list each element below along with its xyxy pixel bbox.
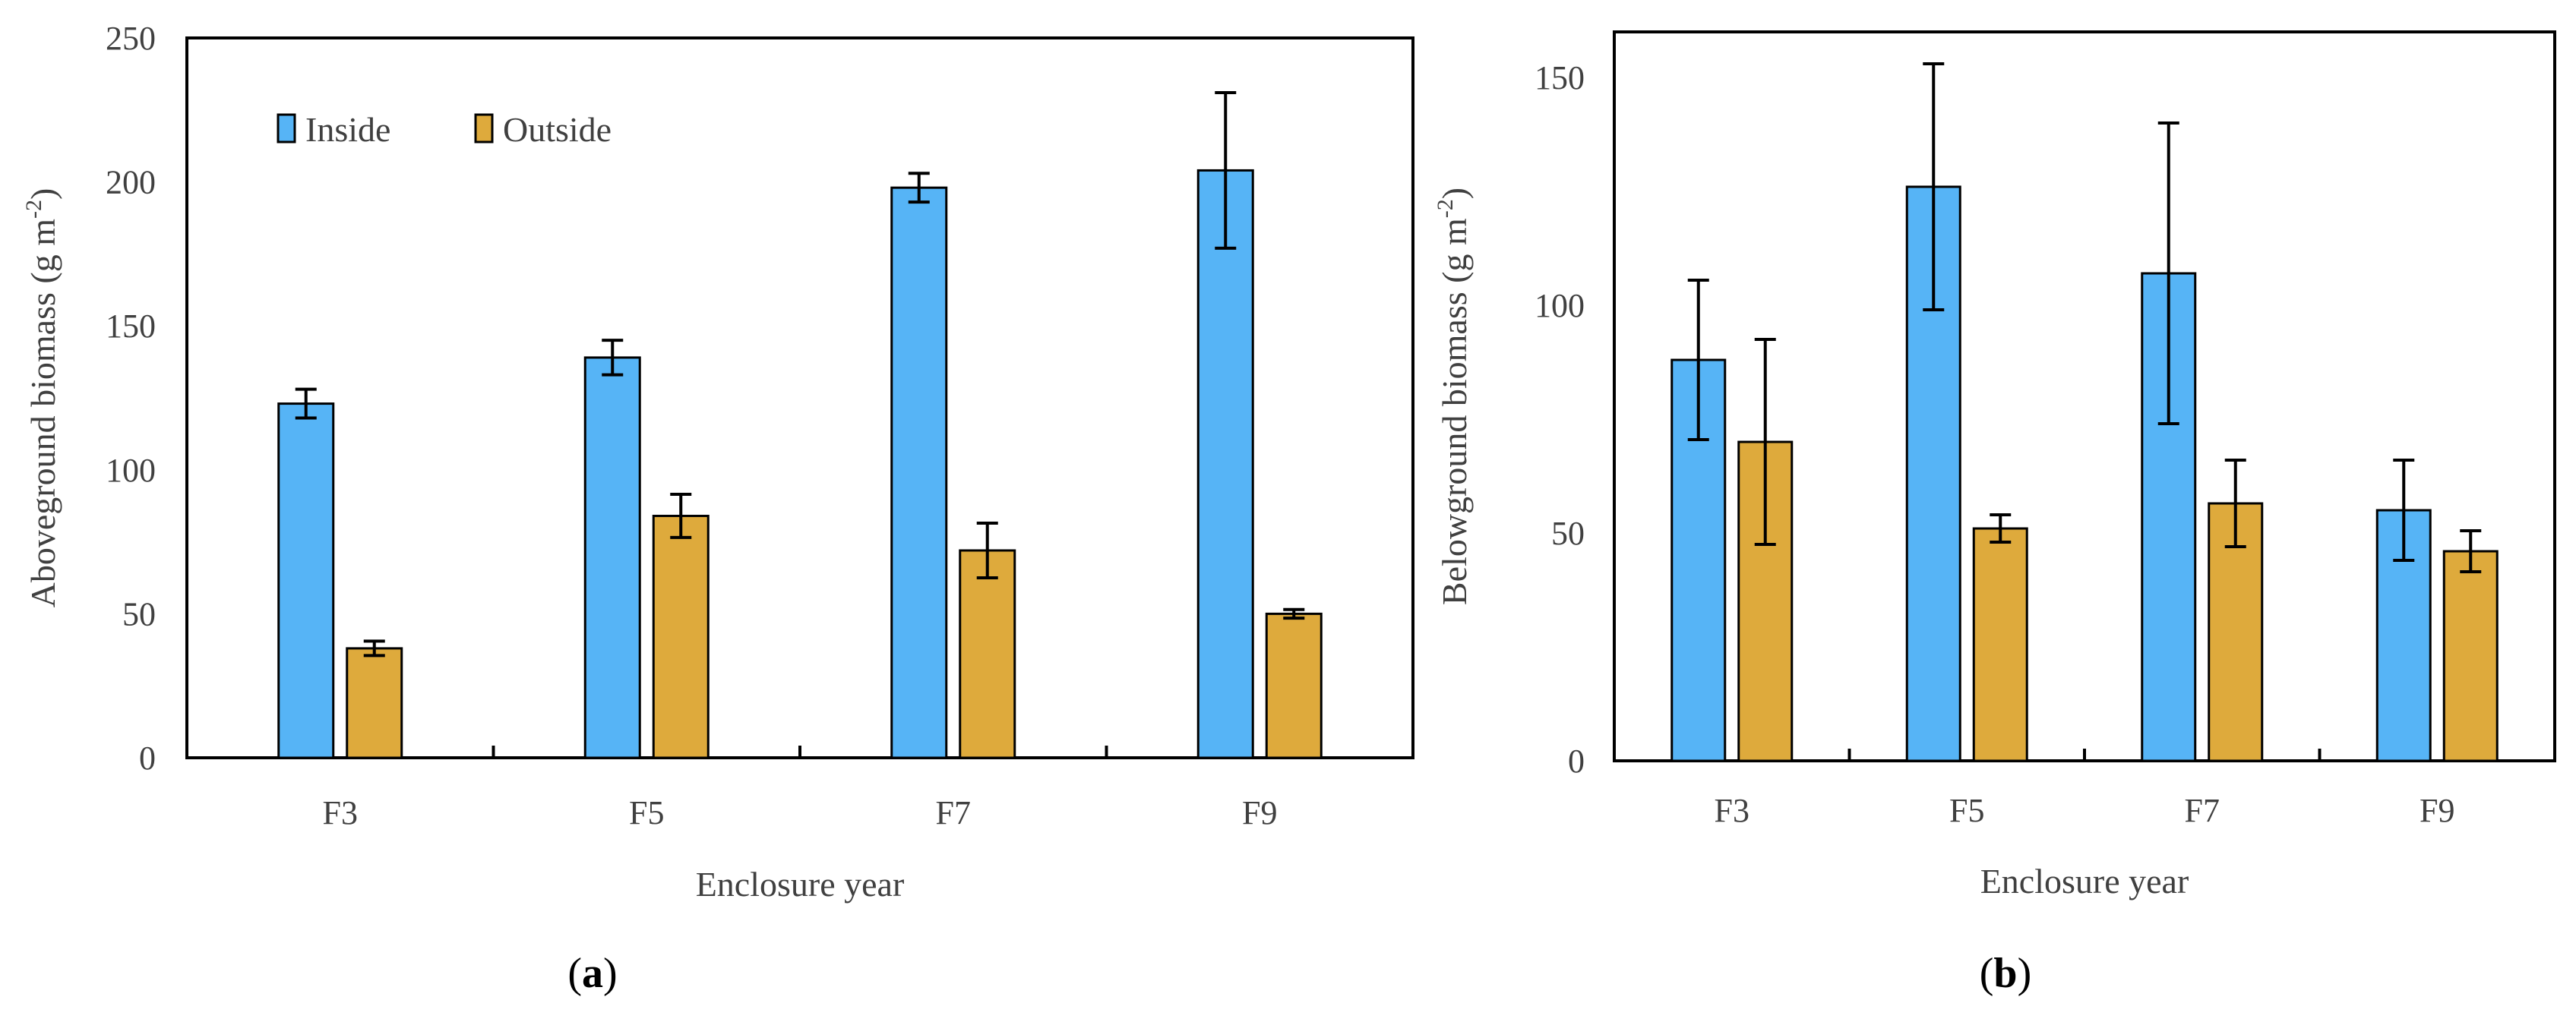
error-bar-outside-f3 [1754,338,1776,546]
error-bar-inside-f7 [2157,121,2179,425]
x-axis-label-a: Enclosure year [696,865,905,904]
bar-inside-f5 [583,356,641,759]
error-bar-inside-f3 [1687,279,1709,441]
legend-swatch-inside [277,113,296,144]
legend-label-outside: Outside [503,110,612,149]
x-tick-label: F5 [1949,792,1984,829]
x-tick-labels-a: F3 F5 F7 F9 [323,794,1278,831]
bar-outside-f3 [346,647,403,759]
y-tick-label: 0 [139,740,156,777]
x-ticks-b [1847,749,2322,761]
error-bar-inside-f9 [1215,91,1237,250]
bars-a [277,169,1323,759]
y-axis-label-a-main: Aboveground biomass (g m [24,219,62,608]
y-tick-label: 150 [1535,59,1585,96]
chart-panel-b: 0 50 100 150 F3 F5 F7 F9 Enclosure year Belowg… [1433,30,2556,997]
y-axis-label-a-sup: -2 [21,200,46,219]
bar-outside-f9 [2442,550,2499,762]
x-ticks-a [491,746,1108,758]
error-bar-inside-f5 [602,339,624,377]
panel-label-a: (a) [567,950,617,997]
y-axis-label-a-close: ) [24,188,62,200]
x-tick-label: F9 [1242,794,1277,831]
y-tick-label: 50 [122,595,156,632]
y-tick-label: 100 [1535,287,1585,324]
error-bar-outside-f7 [2224,459,2246,548]
error-bar-outside-f5 [670,493,692,539]
legend-a: Inside Outside [277,110,612,149]
y-axis-label-a: Aboveground biomass (g m-2) [21,188,62,608]
error-bar-inside-f9 [2393,459,2415,562]
bar-outside-f7 [959,549,1016,759]
error-bar-outside-f9 [2460,529,2482,573]
error-bar-outside-f3 [363,639,385,658]
x-tick-labels-b: F3 F5 F7 F9 [1715,792,2455,829]
bar-outside-f5 [1972,527,2028,762]
bars-b [1670,185,2499,762]
panel-label-b: (b) [1980,950,2031,997]
bar-outside-f9 [1265,612,1323,759]
bar-outside-f5 [652,514,710,759]
x-tick-label: F3 [1715,792,1749,829]
y-tick-label: 200 [106,164,156,201]
error-bar-inside-f3 [295,387,317,420]
y-tick-labels-a: 0 50 100 150 200 250 [106,20,156,777]
y-tick-label: 250 [106,20,156,57]
bar-inside-f3 [277,402,335,759]
x-tick-label: F3 [323,794,358,831]
y-axis-label-b-close: ) [1435,188,1474,199]
error-bars-b [1687,62,2482,573]
bar-inside-f7 [890,186,948,759]
x-tick-label: F7 [936,794,971,831]
x-axis-label-b: Enclosure year [1980,862,2189,901]
legend-label-inside: Inside [305,110,390,149]
y-axis-label-b: Belowground biomass (g m-2) [1433,188,1474,605]
legend-swatch-outside [474,113,494,144]
y-axis-label-b-sup: -2 [1433,199,1458,218]
x-tick-label: F5 [629,794,664,831]
error-bar-inside-f7 [908,172,930,204]
y-tick-label: 150 [106,308,156,345]
y-tick-label: 50 [1551,515,1585,552]
error-bars-a [295,91,1305,658]
bar-inside-f9 [1196,169,1254,759]
error-bar-outside-f5 [1990,513,2012,544]
error-bar-outside-f7 [976,521,998,579]
y-tick-labels-b: 0 50 100 150 [1535,59,1585,780]
y-tick-label: 100 [106,452,156,489]
x-tick-label: F9 [2420,792,2454,829]
y-axis-label-b-main: Belowground biomass (g m [1435,218,1474,605]
y-tick-label: 0 [1568,743,1585,780]
error-bar-inside-f5 [1923,62,1945,311]
error-bar-outside-f9 [1283,607,1305,620]
x-tick-label: F7 [2185,792,2220,829]
